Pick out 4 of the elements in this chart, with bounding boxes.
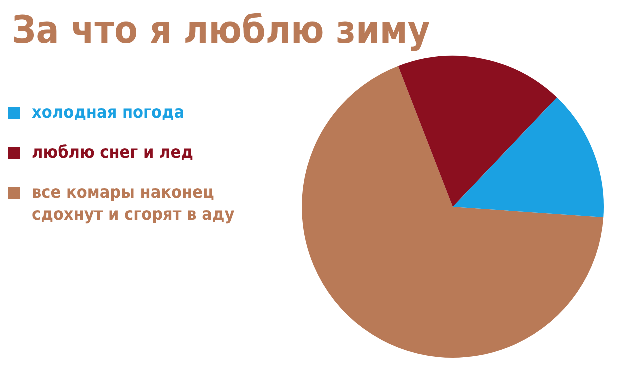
legend-label: холодная погода (32, 102, 186, 124)
legend-label: все комары наконец сдохнут и сгорят в аду (32, 182, 236, 226)
chart-title: За что я люблю зиму (11, 8, 432, 52)
legend-label: люблю снег и лед (32, 142, 194, 164)
